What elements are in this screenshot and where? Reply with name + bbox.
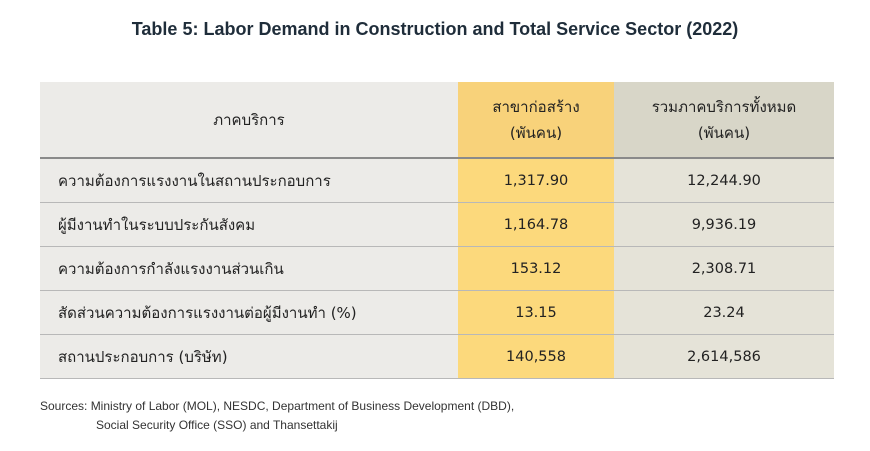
construction-value: 1,164.78 [458, 202, 614, 247]
table-header-row: ภาคบริการ สาขาก่อสร้าง (พันคน) รวมภาคบริ… [40, 82, 834, 159]
total-value: 12,244.90 [614, 158, 834, 203]
labor-demand-table: ภาคบริการ สาขาก่อสร้าง (พันคน) รวมภาคบริ… [40, 82, 834, 379]
table-title: Table 5: Labor Demand in Construction an… [131, 19, 739, 39]
construction-value: 1,317.90 [458, 158, 614, 203]
total-value: 2,308.71 [614, 246, 834, 291]
sources-line1: Sources: Ministry of Labor (MOL), NESDC,… [40, 399, 515, 413]
row-label: ความต้องการกำลังแรงงานส่วนเกิน [40, 246, 458, 291]
table-row: ความต้องการกำลังแรงงานส่วนเกิน 153.12 2,… [40, 246, 834, 291]
total-value: 23.24 [614, 290, 834, 335]
table-row: สัดส่วนความต้องการแรงงานต่อผู้มีงานทำ (%… [40, 290, 834, 335]
row-label: สถานประกอบการ (บริษัท) [40, 334, 458, 379]
construction-value: 140,558 [458, 334, 614, 379]
table-row: ความต้องการแรงงานในสถานประกอบการ 1,317.9… [40, 158, 834, 203]
sources-line2: Social Security Office (SSO) and Thanset… [96, 418, 338, 432]
row-label: สัดส่วนความต้องการแรงงานต่อผู้มีงานทำ (%… [40, 290, 458, 335]
construction-value: 13.15 [458, 290, 614, 335]
header-construction-line2: (พันคน) [509, 123, 563, 142]
row-label: ความต้องการแรงงานในสถานประกอบการ [40, 158, 458, 203]
header-total-service: รวมภาคบริการทั้งหมด (พันคน) [614, 82, 834, 159]
table-row: สถานประกอบการ (บริษัท) 140,558 2,614,586 [40, 334, 834, 379]
sources-note: Sources: Ministry of Labor (MOL), NESDC,… [40, 397, 514, 435]
header-construction: สาขาก่อสร้าง (พันคน) [458, 82, 614, 159]
row-label: ผู้มีงานทำในระบบประกันสังคม [40, 202, 458, 247]
header-total-service-line1: รวมภาคบริการทั้งหมด [651, 97, 797, 116]
table-row: ผู้มีงานทำในระบบประกันสังคม 1,164.78 9,9… [40, 202, 834, 247]
header-service-sector: ภาคบริการ [40, 82, 458, 159]
total-value: 2,614,586 [614, 334, 834, 379]
header-total-service-line2: (พันคน) [697, 123, 751, 142]
header-service-sector-label: ภาคบริการ [213, 110, 285, 129]
construction-value: 153.12 [458, 246, 614, 291]
header-construction-line1: สาขาก่อสร้าง [492, 97, 580, 116]
total-value: 9,936.19 [614, 202, 834, 247]
